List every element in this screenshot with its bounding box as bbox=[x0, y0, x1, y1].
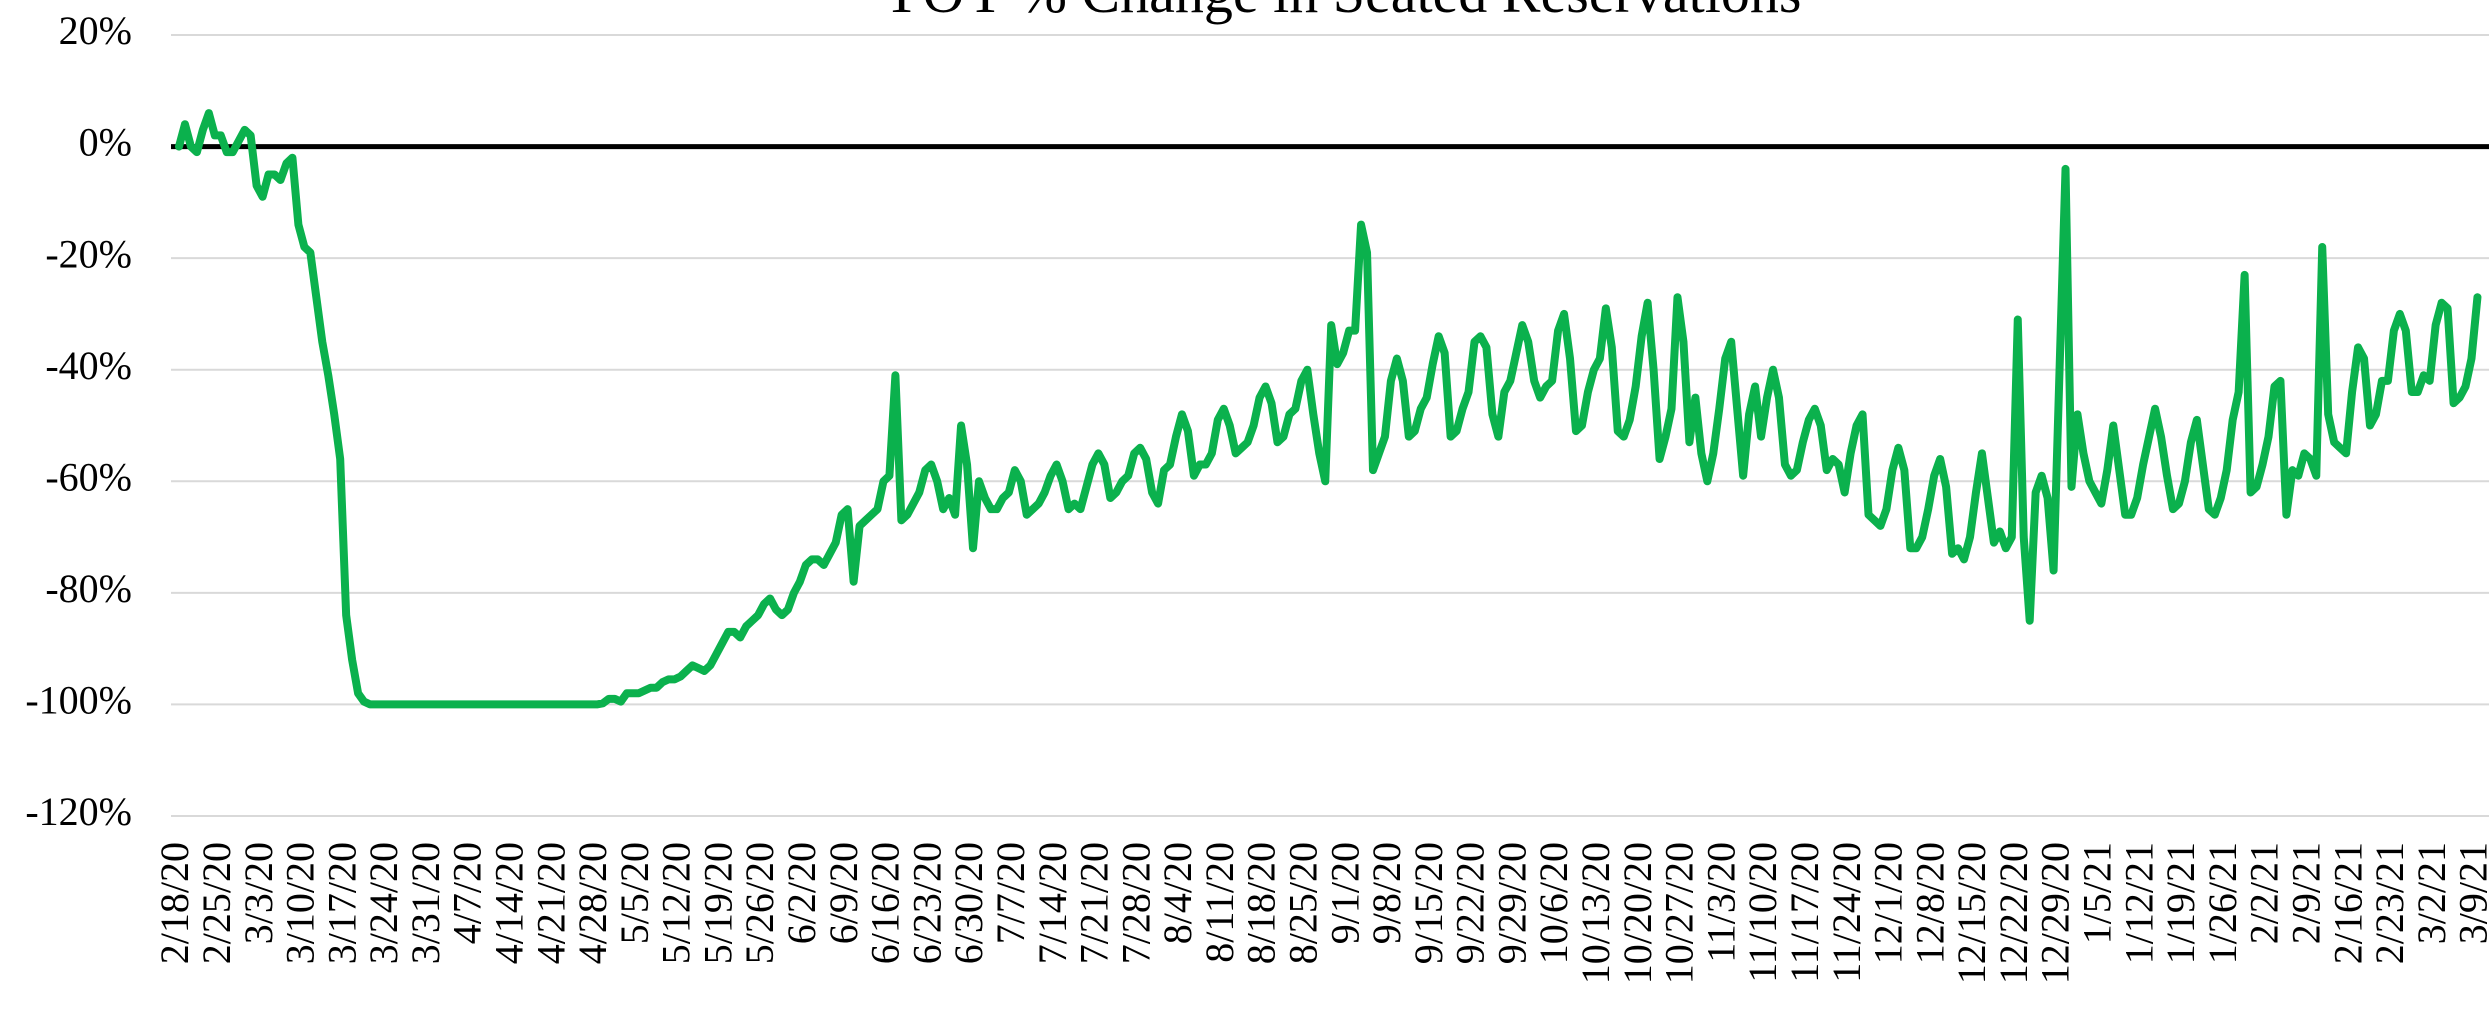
x-tick-label: 4/28/20 bbox=[570, 842, 615, 964]
data-line bbox=[175, 109, 2482, 709]
x-tick-label: 8/11/20 bbox=[1197, 842, 1242, 963]
x-tick-label: 12/29/20 bbox=[2033, 842, 2078, 984]
x-tick-label: 12/8/20 bbox=[1907, 842, 1952, 964]
x-tick-label: 11/24/20 bbox=[1824, 842, 1869, 983]
x-tick-label: 12/22/20 bbox=[1991, 842, 2036, 984]
x-tick-label: 3/3/20 bbox=[236, 842, 281, 944]
x-tick-label: 10/27/20 bbox=[1657, 842, 1702, 984]
x-tick-label: 3/2/21 bbox=[2409, 842, 2454, 944]
x-tick-label: 3/31/20 bbox=[403, 842, 448, 964]
x-tick-label: 5/5/20 bbox=[612, 842, 657, 944]
x-tick-label: 1/5/21 bbox=[2075, 842, 2120, 944]
x-tick-label: 11/17/20 bbox=[1782, 842, 1827, 983]
x-tick-label: 5/19/20 bbox=[695, 842, 740, 964]
x-tick-label: 12/15/20 bbox=[1949, 842, 1994, 984]
x-tick-label: 9/1/20 bbox=[1322, 842, 1367, 944]
x-tick-label: 9/29/20 bbox=[1489, 842, 1534, 964]
x-tick-label: 3/17/20 bbox=[319, 842, 364, 964]
x-tick-label: 8/25/20 bbox=[1281, 842, 1326, 964]
x-tick-label: 7/21/20 bbox=[1072, 842, 1117, 964]
x-tick-label: 8/18/20 bbox=[1239, 842, 1284, 964]
x-tick-label: 6/9/20 bbox=[821, 842, 866, 944]
x-tick-label: 5/12/20 bbox=[654, 842, 699, 964]
x-tick-label: 6/2/20 bbox=[779, 842, 824, 944]
x-tick-label: 5/26/20 bbox=[737, 842, 782, 964]
x-tick-label: 4/14/20 bbox=[486, 842, 531, 964]
x-tick-label: 10/13/20 bbox=[1573, 842, 1618, 984]
x-tick-label: 3/10/20 bbox=[278, 842, 323, 964]
x-tick-label: 1/12/21 bbox=[2116, 842, 2161, 964]
x-tick-label: 7/7/20 bbox=[988, 842, 1033, 944]
x-tick-label: 10/6/20 bbox=[1531, 842, 1576, 964]
x-tick-label: 11/10/20 bbox=[1740, 842, 1785, 983]
y-tick-label: -100% bbox=[25, 678, 132, 723]
x-tick-label: 8/4/20 bbox=[1155, 842, 1200, 944]
x-tick-label: 2/23/21 bbox=[2367, 842, 2412, 964]
x-tick-label: 4/7/20 bbox=[445, 842, 490, 944]
x-tick-label: 6/30/20 bbox=[946, 842, 991, 964]
x-tick-label: 11/3/20 bbox=[1698, 842, 1743, 963]
x-tick-label: 9/15/20 bbox=[1406, 842, 1451, 964]
x-tick-label: 12/1/20 bbox=[1866, 842, 1911, 964]
x-tick-label: 6/16/20 bbox=[863, 842, 908, 964]
y-tick-label: 0% bbox=[79, 120, 132, 165]
y-tick-label: 20% bbox=[59, 8, 132, 53]
x-tick-label: 10/20/20 bbox=[1615, 842, 1660, 984]
y-tick-label: -80% bbox=[45, 566, 132, 611]
y-tick-label: -20% bbox=[45, 231, 132, 276]
x-tick-label: 9/8/20 bbox=[1364, 842, 1409, 944]
x-tick-label: 3/24/20 bbox=[361, 842, 406, 964]
x-tick-label: 9/22/20 bbox=[1448, 842, 1493, 964]
x-tick-label: 7/28/20 bbox=[1113, 842, 1158, 964]
x-tick-label: 2/2/21 bbox=[2242, 842, 2287, 944]
chart-title: YOY % Change in Seated Reservations bbox=[881, 0, 1802, 25]
x-tick-label: 2/9/21 bbox=[2283, 842, 2328, 944]
y-tick-label: -40% bbox=[45, 343, 132, 388]
x-tick-label: 2/25/20 bbox=[194, 842, 239, 964]
x-tick-label: 6/23/20 bbox=[904, 842, 949, 964]
y-tick-label: -120% bbox=[25, 789, 132, 834]
x-tick-label: 7/14/20 bbox=[1030, 842, 1075, 964]
y-tick-label: -60% bbox=[45, 454, 132, 499]
x-tick-label: 2/16/21 bbox=[2325, 842, 2370, 964]
x-tick-label: 3/9/21 bbox=[2451, 842, 2489, 944]
x-tick-label: 1/26/21 bbox=[2200, 842, 2245, 964]
x-tick-label: 2/18/20 bbox=[152, 842, 197, 964]
x-tick-label: 4/21/20 bbox=[528, 842, 573, 964]
x-tick-label: 1/19/21 bbox=[2158, 842, 2203, 964]
